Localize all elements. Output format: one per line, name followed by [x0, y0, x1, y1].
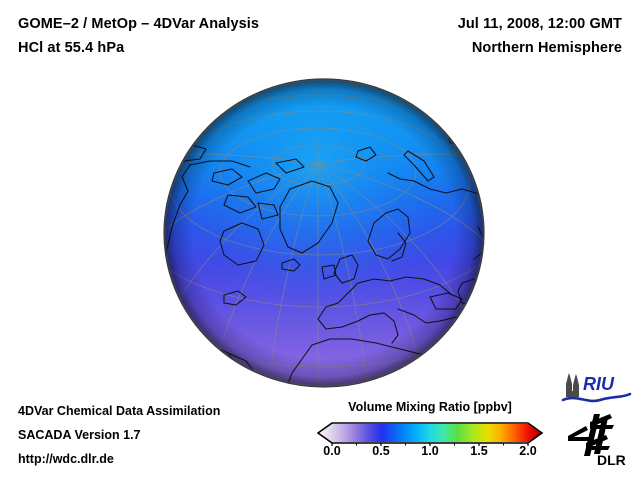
page-subtitle: HCl at 55.4 hPa [18, 40, 125, 56]
colorbar-scale [316, 422, 544, 446]
dlr-logo: DLR [566, 412, 632, 468]
colorbar-tick-label: 0.5 [372, 444, 390, 458]
riu-wordmark: RIU [583, 374, 615, 394]
footer-line-url[interactable]: http://wdc.dlr.de [18, 452, 114, 466]
globe-outline [163, 78, 485, 388]
colorbar-ticks [331, 443, 529, 446]
dlr-logo-svg: DLR [568, 414, 626, 468]
timestamp-label: Jul 11, 2008, 12:00 GMT [457, 16, 622, 32]
colorbar-tick-labels: 0.0 0.5 1.0 1.5 2.0 [316, 444, 544, 464]
globe-limb-shading [164, 79, 484, 387]
globe-svg [163, 78, 485, 388]
wave-icon [561, 392, 632, 403]
colorbar-tick-label: 2.0 [519, 444, 537, 458]
colorbar-tick-label: 0.0 [323, 444, 341, 458]
cathedral-icon [566, 373, 579, 397]
footer-line-version: SACADA Version 1.7 [18, 428, 141, 442]
hemisphere-label: Northern Hemisphere [471, 40, 622, 56]
dlr-wordmark: DLR [597, 452, 626, 468]
footer-line-assimilation: 4DVar Chemical Data Assimilation [18, 404, 221, 418]
colorbar: Volume Mixing Ratio [ppbv] 0.0 0.5 1.0 1.5 2… [316, 400, 544, 472]
dlr-emblem-icon [568, 414, 614, 456]
globe-map [162, 77, 486, 389]
colorbar-tick-label: 1.0 [421, 444, 439, 458]
colorbar-tick-label: 1.5 [470, 444, 488, 458]
colorbar-title: Volume Mixing Ratio [ppbv] [348, 400, 512, 414]
riu-logo-svg: RIU [561, 373, 632, 403]
page-title: GOME–2 / MetOp – 4DVar Analysis [18, 16, 260, 32]
riu-logo: RIU [560, 371, 632, 405]
